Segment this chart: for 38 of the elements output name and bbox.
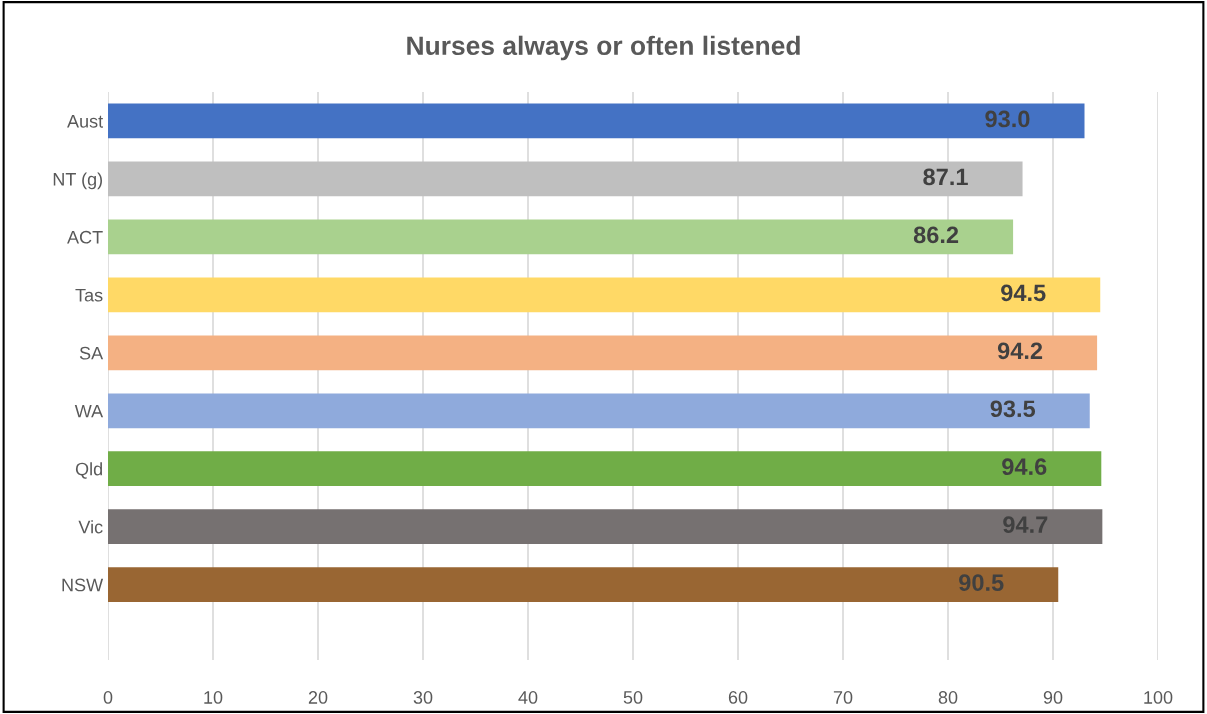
y-tick-label: ACT [67,230,103,244]
x-tick-label: 40 [518,691,538,704]
data-label: 93.5 [990,400,1036,418]
x-tick-label: 60 [728,691,748,704]
x-tick-label: 30 [413,691,433,704]
bar [108,451,1102,487]
data-label: 94.2 [997,342,1043,360]
bar [108,509,1103,545]
x-tick-label: 70 [833,691,853,704]
bar [108,567,1059,603]
x-tick-label: 10 [204,691,223,704]
y-tick-label: Vic [78,520,103,534]
bar [108,219,1014,255]
y-tick-label: Tas [75,288,103,302]
bar [108,103,1085,139]
x-tick-label: 100 [1144,691,1173,704]
y-tick-label: NT (g) [53,172,103,190]
data-label: 90.5 [959,574,1004,591]
data-label: 93.0 [985,110,1030,128]
data-label: 94.5 [1001,284,1046,302]
data-label: 87.1 [923,168,968,186]
data-label: 86.2 [913,226,959,244]
y-tick-label: Aust [67,115,104,128]
x-tick-label: 90 [1043,691,1063,704]
y-tick-label: Qld [75,462,102,479]
x-tick-label: 0 [103,691,113,704]
bar [108,393,1090,429]
x-tick-label: 50 [623,691,643,704]
chart-title: Nurses always or often listened [407,35,800,61]
y-tick-label: SA [79,346,104,360]
bar [108,161,1023,197]
y-tick-label: WA [74,404,104,418]
bar [108,335,1098,371]
y-tick-label: NSW [62,578,104,592]
data-label: 94.6 [1002,458,1047,476]
x-tick-label: 80 [938,691,958,704]
x-tick-label: 20 [308,691,328,704]
bar [108,277,1101,313]
